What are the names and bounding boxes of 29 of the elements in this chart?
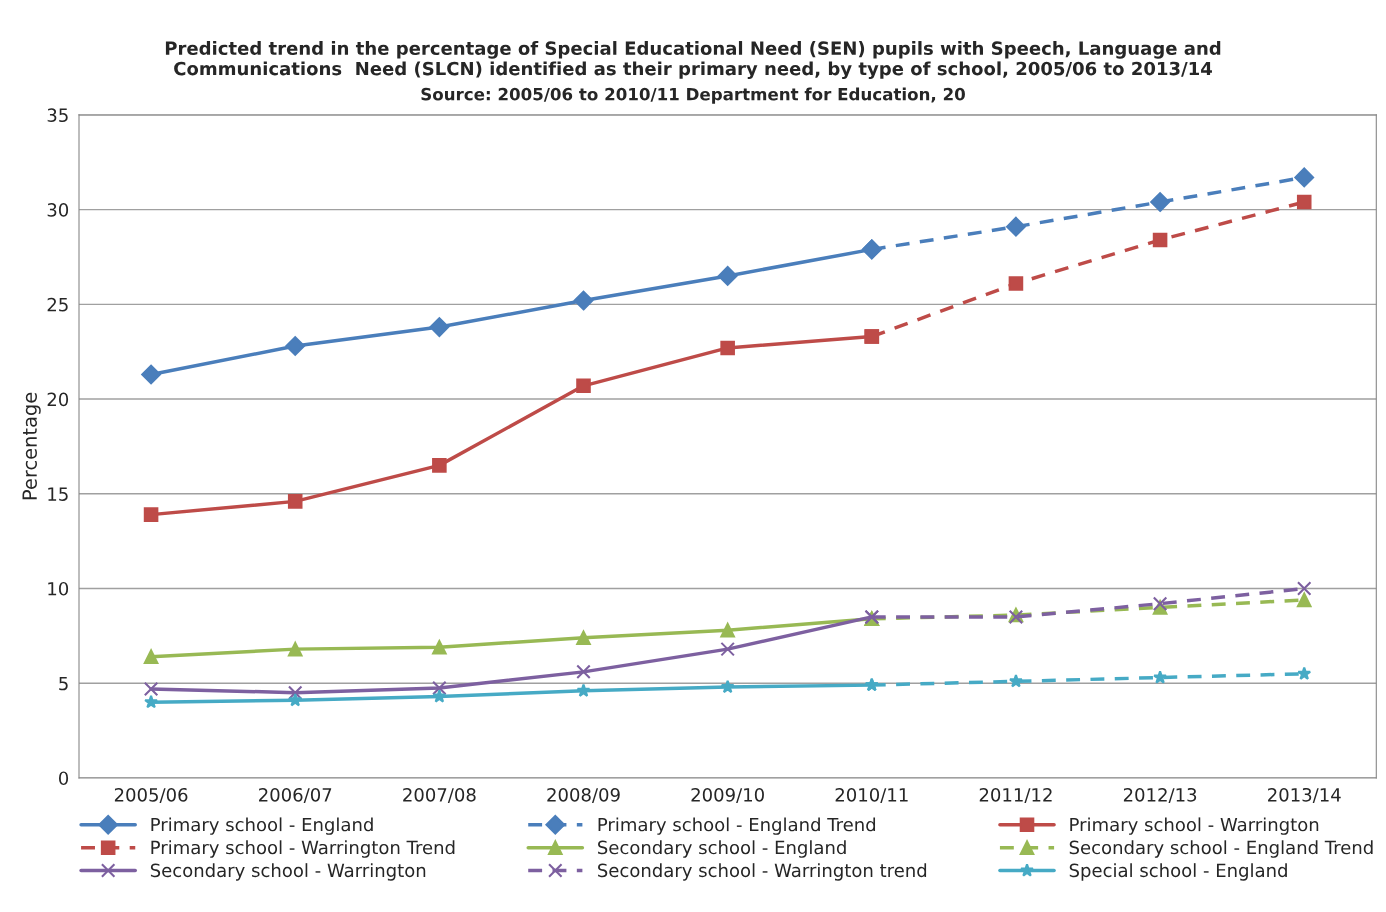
legend-label: Secondary school - Warrington trend <box>598 863 927 881</box>
legend-label: Secondary school - England Trend <box>1069 840 1373 858</box>
y-tick-label: 20 <box>47 392 69 407</box>
legend-label: Primary school - England <box>151 817 373 835</box>
x-tick-label: 2005/06 <box>114 787 188 804</box>
x-tick-label: 2011/12 <box>979 787 1052 804</box>
y-tick-label: 35 <box>47 108 68 123</box>
legend-label: Primary school - England Trend <box>598 817 876 835</box>
x-tick-label: 2013/14 <box>1268 787 1341 804</box>
legend-label: Special school - England <box>1069 863 1287 881</box>
legend-label: Secondary school - Warrington <box>150 863 426 881</box>
y-tick-label: 30 <box>47 203 69 217</box>
y-tick-label: 25 <box>47 297 68 312</box>
x-tick-label: 2009/10 <box>691 787 764 804</box>
legend-label: Primary school - Warrington <box>1070 817 1319 835</box>
x-tick-label: 2012/13 <box>1123 787 1197 804</box>
chart-subtitle: Source: 2005/06 to 2010/11 Department for Education, 20 <box>421 87 965 104</box>
chart-title: Predicted trend in the percentage of Special Educational Need (SEN) pupils with Speech, Language and Communications Need (SLCN) identified as their primary need, by type of school, 2005/06 to 2013/14 <box>165 41 1221 80</box>
x-tick-label: 2006/07 <box>259 787 332 804</box>
legend-label: Primary school - Warrington Trend <box>151 840 455 858</box>
y-tick-label: 15 <box>48 487 68 501</box>
y-tick-label: 0 <box>58 771 69 786</box>
legend-label: Secondary school - England <box>598 840 846 858</box>
y-axis-title: Percentage <box>22 392 41 500</box>
x-tick-label: 2010/11 <box>835 787 908 804</box>
y-tick-label: 10 <box>48 581 69 596</box>
x-tick-label: 2008/09 <box>547 787 620 804</box>
x-tick-label: 2007/08 <box>403 787 476 804</box>
y-tick-label: 5 <box>59 676 68 691</box>
